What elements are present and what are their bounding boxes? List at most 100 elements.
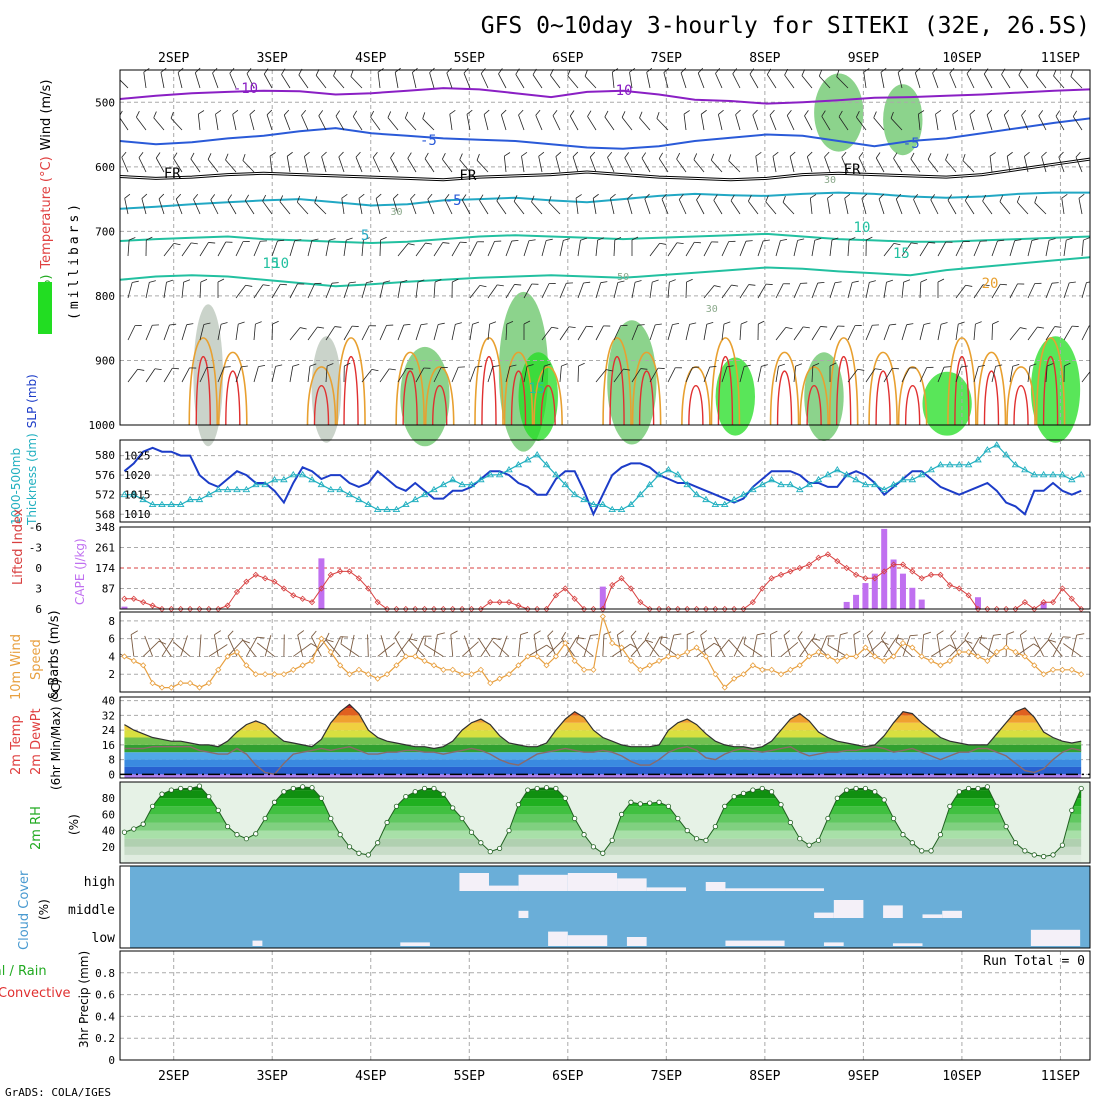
ylabel-part: Thickness (dm) — [25, 433, 39, 526]
wind-barb-icon — [343, 237, 353, 257]
wind-barb-staff — [264, 635, 272, 657]
wind-barb-flag — [198, 110, 205, 115]
rh-point — [872, 789, 878, 795]
lifted-index-point — [627, 585, 635, 592]
wind-barb-flag — [191, 242, 198, 245]
wind-barb-flag — [656, 112, 660, 119]
panel-frame — [119, 950, 1091, 1061]
wind-barb-icon — [1033, 636, 1045, 657]
rh-point — [506, 827, 512, 834]
rh-point — [947, 803, 953, 809]
wind-barb-icon — [480, 637, 501, 657]
wind-barb-flag — [335, 110, 341, 117]
wind-barb-icon — [415, 367, 431, 383]
wind-barb-staff — [193, 199, 201, 215]
wind-barb-staff — [630, 639, 646, 657]
wind-barb-staff — [780, 641, 799, 657]
wind-barb-icon — [627, 193, 633, 215]
rh-point — [534, 785, 540, 792]
wind-barb-icon — [297, 630, 305, 657]
temp-band — [124, 744, 1082, 753]
wind-barb-staff — [547, 635, 557, 657]
wind-barb-flag — [826, 635, 835, 637]
wind-barb-flag — [913, 193, 919, 200]
wind-barb-staff — [649, 324, 656, 341]
wind-barb-flag — [748, 284, 756, 286]
wind-barb-staff — [269, 156, 273, 173]
isotherm-20-loop — [474, 337, 504, 426]
rh-tick: 40 — [102, 825, 115, 838]
cape-tick: 261 — [95, 542, 115, 555]
wind-barb-flag — [183, 279, 191, 283]
wind-barb-staff — [917, 114, 921, 131]
thickness-point — [617, 505, 626, 513]
rh-point — [1012, 840, 1019, 846]
panel-bg — [120, 951, 1090, 1060]
wind-barb-staff — [932, 72, 939, 89]
wind-barb-icon — [797, 631, 810, 657]
wind-barb-flag — [299, 327, 307, 330]
wind-barb-icon — [604, 110, 615, 131]
wind-barb-flag — [892, 367, 899, 370]
wind-barb-flag — [631, 236, 639, 241]
lifted-index-point — [946, 582, 953, 589]
lifted-index-point — [937, 571, 944, 578]
wind-barb-staff — [177, 72, 183, 89]
wind-barb-flag — [1083, 237, 1090, 241]
wind-barb-staff — [728, 639, 744, 657]
wind-barb-flag — [208, 242, 216, 244]
wind-barb-icon — [721, 321, 731, 341]
wind-barb-flag — [132, 280, 139, 283]
wind-barb-flag — [678, 193, 684, 200]
wind-barb-flag — [338, 151, 344, 158]
wind-barb-icon — [1006, 151, 1013, 173]
contour-label: 20 — [982, 276, 999, 292]
thickness-point — [983, 446, 992, 453]
lifted-index-point — [928, 571, 935, 578]
thickness-point — [702, 495, 710, 503]
wind-barb-staff — [1070, 76, 1083, 89]
wind-barb-flag — [394, 631, 400, 638]
wind-barb-flag — [589, 151, 596, 158]
wind-barb-icon — [155, 152, 165, 173]
wind-barb-icon — [1063, 362, 1071, 383]
thickness-point — [570, 490, 579, 498]
wind-barb-flag — [866, 236, 873, 241]
wind-barb-flag — [1048, 639, 1057, 643]
thickness-point — [955, 460, 964, 468]
top-day-tick: 7SEP — [651, 51, 682, 66]
wind-barb-staff — [799, 638, 814, 657]
wind-barb-staff — [461, 199, 471, 215]
wind-barb-icon — [847, 237, 856, 257]
wind-barb-staff — [811, 326, 821, 341]
precip-tick: 0.2 — [95, 1032, 115, 1045]
wind-barb-icon — [861, 193, 868, 215]
wind-barb-staff — [733, 636, 744, 657]
wind-barb-icon — [749, 68, 759, 89]
rh-point — [825, 815, 831, 822]
pressure-tick: 700 — [95, 225, 115, 238]
rh-point — [890, 815, 897, 822]
wind-barb-staff — [404, 117, 417, 131]
wind-speed-point — [515, 662, 522, 669]
lifted-index-point — [224, 602, 231, 609]
wind-barb-flag — [496, 194, 501, 202]
wind-speed-point — [1012, 648, 1019, 656]
wind-barb-flag — [317, 326, 325, 329]
wind-barb-icon — [1070, 70, 1083, 89]
wind-barb-icon — [1045, 326, 1062, 341]
wind-barb-staff — [883, 243, 895, 257]
wind-barb-icon — [127, 325, 142, 341]
thickness-point — [608, 505, 616, 513]
wind-barb-flag — [580, 237, 588, 241]
wind-barb-icon — [883, 279, 894, 299]
rh-point — [525, 787, 531, 793]
wind-barb-staff — [710, 159, 723, 173]
wind-barb-staff — [379, 239, 381, 257]
wind-barb-icon — [433, 279, 442, 299]
lifted-index-point — [271, 578, 278, 585]
wind-barb-flag — [586, 325, 593, 328]
rh-point — [806, 842, 812, 848]
wind-barb-staff — [538, 156, 543, 173]
wind-barb-icon — [181, 367, 197, 383]
